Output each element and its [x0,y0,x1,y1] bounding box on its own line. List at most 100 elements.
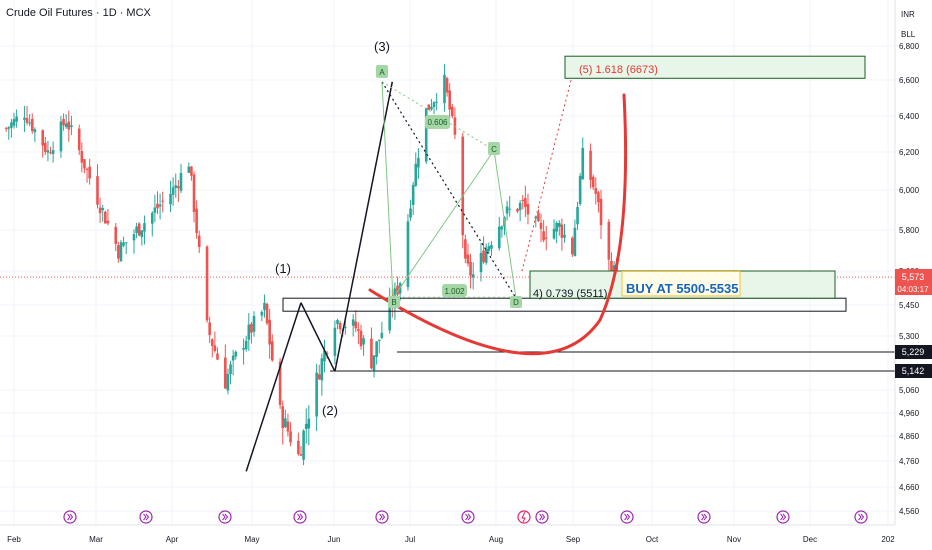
candle [461,132,465,249]
candle [242,338,245,365]
event-marker-icon[interactable] [461,510,475,524]
candle [354,310,358,333]
candle-body [323,350,326,362]
candle-body [143,223,146,232]
candle-body [15,116,18,122]
candle [247,313,251,351]
fib-ratio-badge-1: 0.606 [425,115,450,129]
candle-body [80,150,84,163]
candle-body [4,128,8,130]
candle-body [88,166,91,179]
event-marker-glyph [858,513,865,521]
candle [28,114,31,127]
candle-body [59,121,63,152]
event-marker-glyph [465,513,472,521]
event-marker-icon[interactable] [63,510,77,524]
event-marker-icon[interactable] [776,510,790,524]
candle [453,107,457,140]
candle-body [7,127,11,129]
lightning-event-icon[interactable] [517,510,531,524]
candle [573,219,577,257]
candle [224,344,227,389]
candle [563,223,566,243]
event-marker-icon[interactable] [218,510,232,524]
candle-body [270,341,274,361]
candle [578,173,582,206]
candle [518,200,522,222]
candle [140,230,144,246]
unit-label[interactable]: BLL [901,30,916,39]
event-marker-icon[interactable] [620,510,634,524]
candle-body [524,198,527,207]
candle [213,331,217,353]
level-badge-a: 5,229 [895,345,932,359]
candle-body [64,123,68,128]
candle [320,353,324,396]
candle-body [210,339,214,346]
candle [589,143,592,189]
price-tick-label: 6,600 [899,76,920,85]
candle-body [10,122,13,128]
candle-body [552,228,556,239]
candle [195,200,198,239]
event-marker-icon[interactable] [293,510,307,524]
candle [106,209,110,226]
candle-body [589,150,592,180]
candle-body [375,341,378,357]
candle-body [581,147,585,180]
currency-label[interactable]: INR [901,10,915,19]
candle-body [252,316,256,332]
candle [270,334,274,362]
candle-body [362,338,365,345]
candle [4,126,8,132]
candle [187,162,191,174]
elliott-wave-leg-3 [334,81,394,372]
candle-body [521,199,525,201]
candle-body [315,372,318,417]
candle [464,234,467,264]
candle [338,320,342,335]
cup-arc [368,93,628,356]
candle [351,314,355,337]
chart-title: Crude Oil Futures · 1D · MCX [6,7,152,19]
candle [85,167,89,183]
price-tick-label: 4,660 [899,483,920,492]
candle [443,64,446,112]
pattern-point-d-label: D [513,298,519,307]
time-tick-label: Mar [89,535,103,544]
candle-body [67,121,71,130]
candle [406,214,410,291]
candle [51,141,55,163]
fib-ratio-badge-2: 1.002 [442,284,467,297]
candle-body [33,129,37,133]
candle-body [505,206,509,214]
candle-body [351,319,355,326]
event-marker-icon[interactable] [139,510,153,524]
price-tick-label: 6,000 [899,186,920,195]
candle-body [122,242,125,246]
candle-body [46,150,50,153]
wave-label-3: (3) [374,39,390,54]
candle-body [156,203,159,209]
price-tick-label: 6,200 [899,148,920,157]
event-marker-icon[interactable] [697,510,711,524]
candle-body [268,319,271,345]
candle-body [51,150,55,155]
event-marker-glyph [701,513,708,521]
candle-body [119,242,123,262]
event-marker-icon[interactable] [375,510,389,524]
candle-body [244,340,248,350]
price-tick-label: 4,860 [899,432,920,441]
candle [544,226,548,251]
candle [427,104,431,111]
candle [260,310,264,322]
candle-body [234,351,238,357]
event-marker-icon[interactable] [854,510,868,524]
candle-body [563,234,566,238]
event-marker-icon[interactable] [535,510,549,524]
candle-body [195,208,198,234]
candle [150,211,154,237]
candle-body [62,119,65,126]
candle-body [98,207,102,214]
